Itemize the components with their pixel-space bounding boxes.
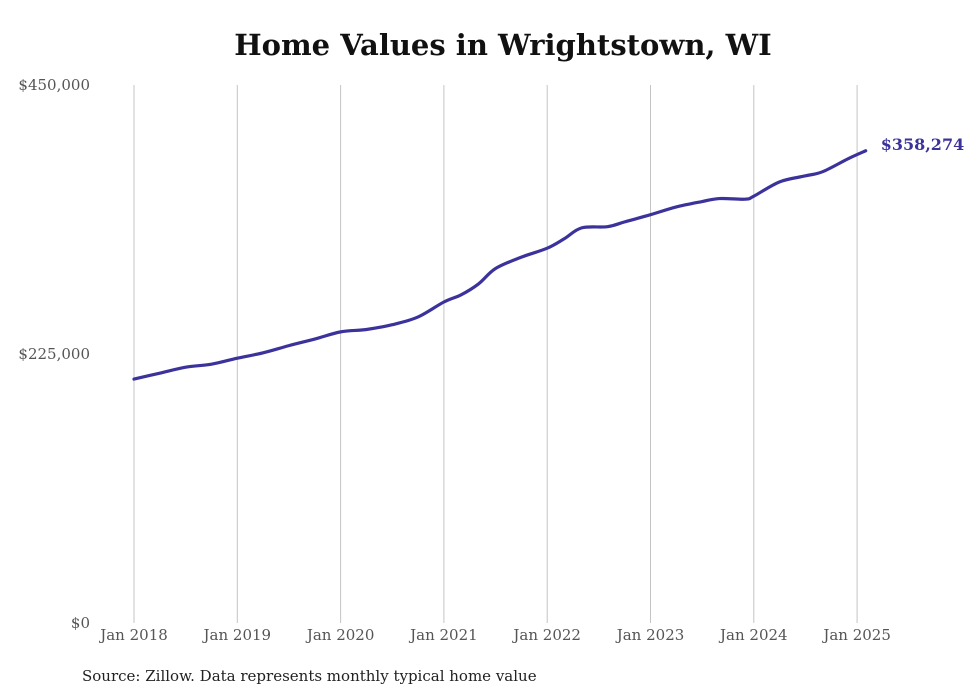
series: $358,274 — [132, 135, 965, 381]
chart-source-note: Source: Zillow. Data represents monthly … — [82, 667, 537, 685]
chart-title: Home Values in Wrightstown, WI — [234, 28, 772, 62]
y-tick-label: $0 — [71, 614, 90, 632]
x-axis-ticks: Jan 2018 Jan 2019 Jan 2020 Jan 2021 Jan 2022… — [98, 626, 891, 644]
x-tick-label: Jan 2020 — [305, 626, 375, 644]
grid — [133, 85, 858, 623]
series-line — [132, 149, 868, 381]
x-tick-label: Jan 2019 — [202, 626, 272, 644]
x-tick-label: Jan 2018 — [98, 626, 168, 644]
y-axis-ticks: $0 $225,000 $450,000 — [18, 76, 90, 632]
x-tick-label: Jan 2023 — [615, 626, 685, 644]
x-tick-label: Jan 2024 — [718, 626, 788, 644]
y-tick-label: $450,000 — [18, 76, 90, 94]
x-tick-label: Jan 2025 — [821, 626, 891, 644]
end-value-label: $358,274 — [881, 135, 965, 154]
x-tick-label: Jan 2022 — [511, 626, 581, 644]
y-tick-label: $225,000 — [18, 345, 90, 363]
x-tick-label: Jan 2021 — [408, 626, 478, 644]
